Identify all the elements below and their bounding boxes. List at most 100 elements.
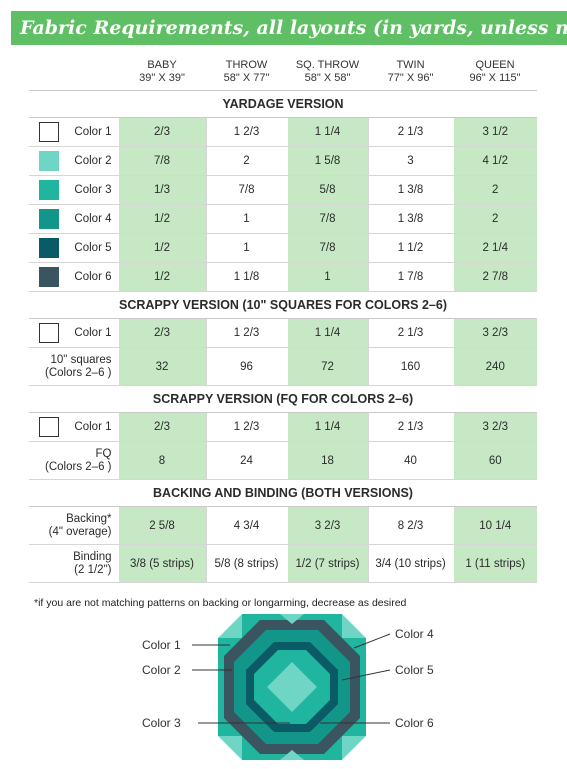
column-header-throw: THROW 58" X 77" [206,54,287,91]
table-cell: 2 1/3 [367,318,453,348]
table-cell: 8 [117,441,206,480]
column-name: THROW [225,59,268,71]
table-cell: 3 2/3 [286,506,368,545]
table-row: Color 2 7/8 2 1 5/8 3 4 1/2 [29,146,537,176]
row-label-line-2: (Colors 2–6 ) [45,366,112,379]
section-title-yardage: YARDAGE VERSION [29,90,537,118]
table-row: Binding (2 1/2") 3/8 (5 strips) 5/8 (8 st… [29,544,537,583]
section-title-scrappy-10in: SCRAPPY VERSION (10" SQUARES FOR COLORS … [29,291,537,319]
table-cell: 1 3/8 [367,204,453,234]
center-diamond [267,662,317,712]
table-row: Color 4 1/2 1 7/8 1 3/8 2 [29,204,537,234]
swatch-color-1 [39,417,59,437]
swatch-color-1 [39,323,59,343]
section-title-scrappy-fq: SCRAPPY VERSION (FQ FOR COLORS 2–6) [29,385,537,413]
row-label: 10" squares (Colors 2–6 ) [29,347,118,386]
table-cell: 1 [286,262,368,292]
swatch-color-6 [39,267,59,287]
row-label-line-2: (Colors 2–6 ) [45,460,112,473]
row-label-line-1: Binding [73,550,112,563]
corner-tl-tri [218,614,242,638]
table-cell: 1 1/4 [286,318,368,348]
table-cell: 3/8 (5 strips) [117,544,206,583]
table-row: Backing* (4" overage) 2 5/8 4 3/4 3 2/3 8… [29,506,537,545]
table-cell: 1 1/8 [205,262,287,292]
column-size: 58" X 77" [223,72,270,84]
row-label: Binding (2 1/2") [29,544,118,583]
row-label: Color 2 [29,146,118,176]
table-cell: 2 5/8 [117,506,206,545]
table-cell: 2 1/4 [452,233,537,263]
row-label: Color 6 [29,262,118,292]
table-cell: 3 1/2 [452,117,537,147]
diagram-label-color-1: Color 1 [142,638,181,652]
row-label-text: Color 4 [74,212,112,225]
table-cell: 3/4 (10 strips) [367,544,453,583]
table-cell: 2 [205,146,287,176]
table-row: Color 6 1/2 1 1/8 1 1 7/8 2 7/8 [29,262,537,292]
table-row: Color 1 2/3 1 2/3 1 1/4 2 1/3 3 1/2 [29,117,537,147]
table-cell: 60 [452,441,537,480]
edge-bottom [280,750,304,760]
table-cell: 1 (11 strips) [452,544,537,583]
header-blank [29,54,118,91]
row-label-line-1: 10" squares [50,353,112,366]
quilt-block-diagram: Color 1 Color 2 Color 3 Color 4 Color 5 … [140,612,470,762]
row-label-line-1: Backing* [66,512,112,525]
table-cell: 7/8 [286,204,368,234]
table-cell: 24 [205,441,287,480]
column-header-queen: QUEEN 96" X 115" [453,54,537,91]
row-label: Color 1 [29,318,118,348]
quilt-block-svg [192,614,391,760]
edge-top [280,614,304,624]
table-cell: 2/3 [117,318,206,348]
row-label-text: Color 5 [74,241,112,254]
row-label: Color 1 [29,117,118,147]
column-size: 58" X 58" [304,72,351,84]
diagram-label-color-5: Color 5 [395,663,434,677]
swatch-color-4 [39,209,59,229]
table-cell: 10 1/4 [452,506,537,545]
table-cell: 3 [367,146,453,176]
table-row: Color 3 1/3 7/8 5/8 1 3/8 2 [29,175,537,205]
table-row: 10" squares (Colors 2–6 ) 32 96 72 160 24… [29,347,537,386]
table-cell: 160 [367,347,453,386]
table-cell: 240 [452,347,537,386]
table-cell: 1/2 [117,204,206,234]
corner-bl-tri [218,736,242,760]
swatch-color-2 [39,151,59,171]
table-cell: 7/8 [117,146,206,176]
row-label: Color 1 [29,412,118,442]
table-cell: 72 [286,347,368,386]
table-cell: 1 5/8 [286,146,368,176]
fabric-requirements-table: BABY 39" X 39" THROW 58" X 77" SQ. THROW 58… [29,54,537,583]
table-cell: 5/8 (8 strips) [205,544,287,583]
row-label-text: Color 6 [74,270,112,283]
diagram-label-color-6: Color 6 [395,716,434,730]
column-size: 39" X 39" [139,72,185,84]
column-size: 96" X 115" [469,72,521,84]
table-cell: 2 [452,204,537,234]
table-cell: 1 1/4 [286,117,368,147]
diagram-label-color-2: Color 2 [142,663,181,677]
table-cell: 1 [205,233,287,263]
diagram-label-color-3: Color 3 [142,716,181,730]
column-header-twin: TWIN 77" X 96" [368,54,453,91]
row-label-text: Color 1 [74,420,112,433]
quilt-block [218,614,366,760]
table-cell: 2 7/8 [452,262,537,292]
swatch-color-3 [39,180,59,200]
row-label: FQ (Colors 2–6 ) [29,441,118,480]
table-cell: 1 2/3 [205,318,287,348]
leader-color-5 [341,669,391,681]
row-label: Color 3 [29,175,118,205]
diagram-label-color-4: Color 4 [395,627,434,641]
column-header-sq-throw: SQ. THROW 58" X 58" [287,54,368,91]
table-cell: 1/3 [117,175,206,205]
column-header-baby: BABY 39" X 39" [118,54,206,91]
table-cell: 2/3 [117,412,206,442]
table-cell: 2/3 [117,117,206,147]
table-cell: 1 3/8 [367,175,453,205]
row-label-line-1: FQ [95,447,112,460]
row-label: Color 5 [29,233,118,263]
